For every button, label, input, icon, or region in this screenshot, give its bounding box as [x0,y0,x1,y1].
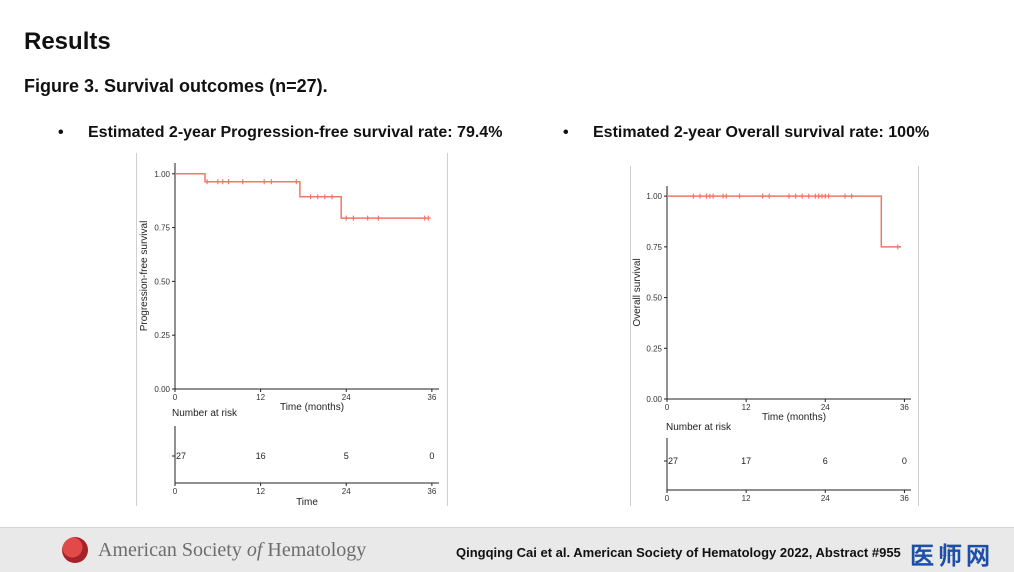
x-tick-label: 0 [173,393,178,402]
x-tick-label: 36 [427,393,436,402]
y-tick-label: 0.50 [646,294,662,303]
y-axis-title: Overall survival [632,258,643,326]
risk-count: 17 [741,456,751,466]
pfs-km-chart: 0.00 0.25 0.50 0.75 1.00 0 12 24 36 Time (months)… [139,163,439,508]
os-bullet: • Estimated 2-year Overall survival rate:… [563,124,929,142]
risk-table-title: Number at risk [666,422,732,433]
y-tick-label: 0.75 [646,243,662,252]
bullet-dot: • [563,124,569,141]
page-number: 10 [940,544,955,559]
x-axis-title: Time (months) [762,412,826,423]
y-axis-title: Progression-free survival [139,221,150,332]
pfs-bullet-text: Estimated 2-year Progression-free surviv… [88,124,503,141]
survival-curve [667,195,902,248]
figure-caption: Figure 3. Survival outcomes (n=27). [24,76,328,96]
x-tick-label: 24 [342,393,351,402]
y-tick-label: 1.00 [646,192,662,201]
watermark-text: 医师网 [910,542,994,570]
y-tick-label: 0.00 [646,395,662,404]
x-tick-label: 36 [900,403,909,412]
risk-table-title: Number at risk [172,408,238,419]
risk-table-x-tick-label: 12 [742,494,751,503]
risk-count: 6 [823,456,828,466]
pfs-bullet: • Estimated 2-year Progression-free survi… [58,124,502,142]
risk-count: 0 [429,451,434,461]
y-tick-label: 0.25 [646,344,662,353]
ash-logo-icon [62,537,88,563]
pfs-chart-panel: 0.00 0.25 0.50 0.75 1.00 0 12 24 36 Time (months)… [136,153,448,508]
risk-table-x-tick-label: 36 [900,494,909,503]
risk-count: 27 [668,456,678,466]
y-tick-label: 0.50 [154,277,170,286]
risk-count: 27 [176,451,186,461]
os-km-chart: 0.00 0.25 0.50 0.75 1.00 0 12 24 36 Time (months)… [632,186,911,503]
ash-logo-text: American Society of Hematology [98,539,367,561]
citation-text: Qingqing Cai et al. American Society of … [456,545,901,560]
slide-title: Results [24,28,111,55]
os-chart-panel: 0.00 0.25 0.50 0.75 1.00 0 12 24 36 Time (months)… [630,166,919,506]
x-tick-label: 24 [821,403,830,412]
x-tick-label: 12 [256,393,265,402]
x-tick-label: 12 [742,403,751,412]
y-tick-label: 0.25 [154,331,170,340]
bullet-dot: • [58,124,64,141]
risk-count: 16 [256,451,266,461]
y-tick-label: 0.75 [154,224,170,233]
os-bullet-text: Estimated 2-year Overall survival rate: … [593,124,930,141]
risk-table-x-tick-label: 0 [665,494,670,503]
risk-table-x-tick-label: 12 [256,487,265,496]
survival-curve [175,173,429,219]
risk-table-x-tick-label: 0 [173,487,178,496]
risk-table-x-tick-label: 36 [427,487,436,496]
x-tick-label: 0 [665,403,670,412]
risk-table-x-tick-label: 24 [342,487,351,496]
risk-table-x-title: Time [296,497,318,506]
risk-count: 0 [902,456,907,466]
y-tick-label: 1.00 [154,170,170,179]
risk-count: 5 [344,451,349,461]
x-axis-title: Time (months) [280,402,344,413]
risk-table-x-tick-label: 24 [821,494,830,503]
slide-footer: American Society of Hematology Qingqing … [0,527,1014,572]
y-tick-label: 0.00 [154,385,170,394]
